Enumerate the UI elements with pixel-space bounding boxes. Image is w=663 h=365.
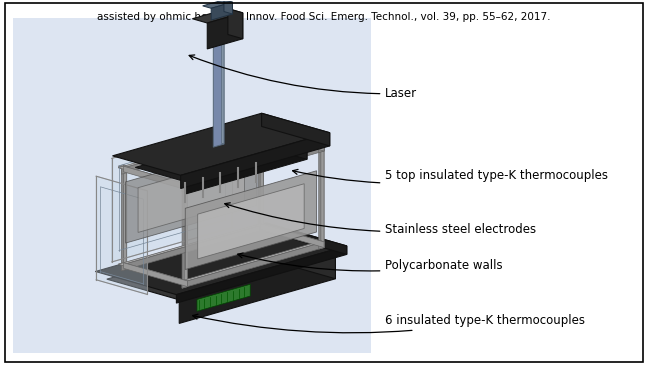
Polygon shape [258,127,263,232]
Polygon shape [211,2,233,20]
Polygon shape [319,242,324,249]
Polygon shape [222,40,224,144]
Polygon shape [260,224,263,230]
Polygon shape [319,144,324,249]
Polygon shape [118,165,127,167]
Polygon shape [126,144,257,243]
Polygon shape [256,133,307,159]
Polygon shape [182,281,188,288]
Polygon shape [203,0,233,8]
Polygon shape [113,113,330,175]
Polygon shape [179,182,188,185]
Polygon shape [319,145,324,153]
Polygon shape [180,133,330,188]
Polygon shape [135,133,307,182]
Polygon shape [123,166,188,190]
Polygon shape [198,184,304,259]
Polygon shape [179,255,335,323]
Polygon shape [118,263,188,283]
Polygon shape [321,145,324,151]
Polygon shape [213,41,224,147]
Polygon shape [121,128,263,174]
Polygon shape [260,224,324,247]
Polygon shape [228,9,243,39]
Polygon shape [260,127,324,151]
Text: Stainless steel electrodes: Stainless steel electrodes [225,203,536,236]
Polygon shape [182,183,188,288]
Polygon shape [179,241,324,283]
Polygon shape [321,241,324,247]
Polygon shape [107,235,335,300]
Polygon shape [182,145,324,192]
Text: 6 insulated type-K thermocouples: 6 insulated type-K thermocouples [193,314,585,333]
Text: 5 top insulated type-K thermocouples: 5 top insulated type-K thermocouples [292,169,609,183]
Polygon shape [262,113,330,146]
Polygon shape [185,171,317,269]
Polygon shape [123,165,127,269]
Text: assisted by ohmic heating,” Innov. Food Sci. Emerg. Technol., vol. 39, pp. 55–62: assisted by ohmic heating,” Innov. Food … [97,12,551,22]
Polygon shape [96,176,147,295]
Text: Laser: Laser [189,55,418,100]
Polygon shape [118,127,263,169]
Polygon shape [260,127,263,134]
Polygon shape [192,9,243,23]
Text: Polycarbonate walls: Polycarbonate walls [238,253,503,272]
Polygon shape [184,182,188,287]
Polygon shape [179,145,324,186]
Bar [13,18,371,353]
Polygon shape [123,263,188,287]
Polygon shape [112,124,233,262]
Polygon shape [186,147,307,194]
Polygon shape [260,126,263,230]
Polygon shape [208,13,243,49]
Polygon shape [176,246,347,303]
Polygon shape [316,143,324,146]
Polygon shape [255,127,324,147]
Polygon shape [121,224,263,271]
Polygon shape [95,223,347,295]
Polygon shape [197,284,250,311]
Polygon shape [182,242,324,288]
Polygon shape [255,224,324,243]
Polygon shape [211,40,224,43]
Polygon shape [182,184,188,192]
Polygon shape [321,143,324,247]
Polygon shape [138,157,245,233]
Polygon shape [224,0,233,14]
Polygon shape [255,126,263,128]
Polygon shape [266,223,347,254]
Polygon shape [263,235,335,279]
Polygon shape [118,224,263,265]
Polygon shape [118,166,188,186]
Polygon shape [121,166,127,271]
